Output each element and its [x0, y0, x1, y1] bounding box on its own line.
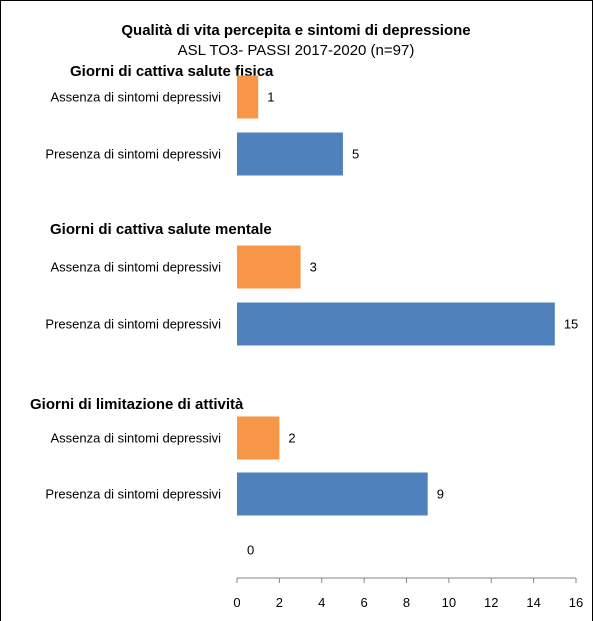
category-label: Presenza di sintomi depressivi — [45, 317, 221, 332]
bar — [237, 416, 280, 460]
category-label: Assenza di sintomi depressivi — [50, 90, 221, 105]
data-label: 3 — [310, 260, 317, 275]
bar-group-1: Giorni di cattiva salute fisica Assenza d… — [45, 63, 359, 176]
category-label: Presenza di sintomi depressivi — [45, 487, 221, 502]
chart-title: Qualità di vita percepita e sintomi di d… — [121, 22, 470, 39]
bar-group-2: Giorni di cattiva salute mentale Assenza … — [45, 221, 578, 346]
frame-border-top — [0, 0, 593, 1]
chart-subtitle: ASL TO3- PASSI 2017-2020 (n=97) — [178, 42, 415, 59]
bar — [237, 132, 343, 176]
bar — [237, 245, 301, 289]
bar-group-3: Giorni di limitazione di attività Assenza… — [30, 396, 444, 516]
data-label: 2 — [288, 431, 295, 446]
x-tick-label: 16 — [569, 595, 583, 610]
data-label: 0 — [247, 543, 254, 558]
x-axis: 0 2 4 6 8 10 12 14 16 — [233, 577, 583, 610]
bar — [237, 75, 259, 119]
x-tick-label: 0 — [233, 595, 240, 610]
bar — [237, 472, 428, 516]
x-tick-label: 12 — [484, 595, 498, 610]
x-tick-label: 2 — [276, 595, 283, 610]
group-label: Giorni di cattiva salute fisica — [70, 63, 274, 80]
group-label: Giorni di limitazione di attività — [30, 396, 244, 413]
category-label: Assenza di sintomi depressivi — [50, 431, 221, 446]
category-label: Presenza di sintomi depressivi — [45, 147, 221, 162]
x-tick-label: 4 — [318, 595, 325, 610]
data-label: 15 — [564, 317, 578, 332]
x-tick-label: 6 — [361, 595, 368, 610]
bar-group-4: 0 — [247, 543, 254, 558]
x-tick-label: 14 — [526, 595, 540, 610]
bar-groups: Giorni di cattiva salute fisica Assenza d… — [30, 63, 578, 558]
bar — [237, 302, 555, 346]
frame-border-left — [0, 0, 1, 621]
group-label: Giorni di cattiva salute mentale — [50, 221, 272, 238]
data-label: 5 — [352, 147, 359, 162]
data-label: 1 — [267, 90, 274, 105]
data-label: 9 — [437, 487, 444, 502]
x-tick-label: 10 — [442, 595, 456, 610]
category-label: Assenza di sintomi depressivi — [50, 260, 221, 275]
x-tick-label: 8 — [403, 595, 410, 610]
